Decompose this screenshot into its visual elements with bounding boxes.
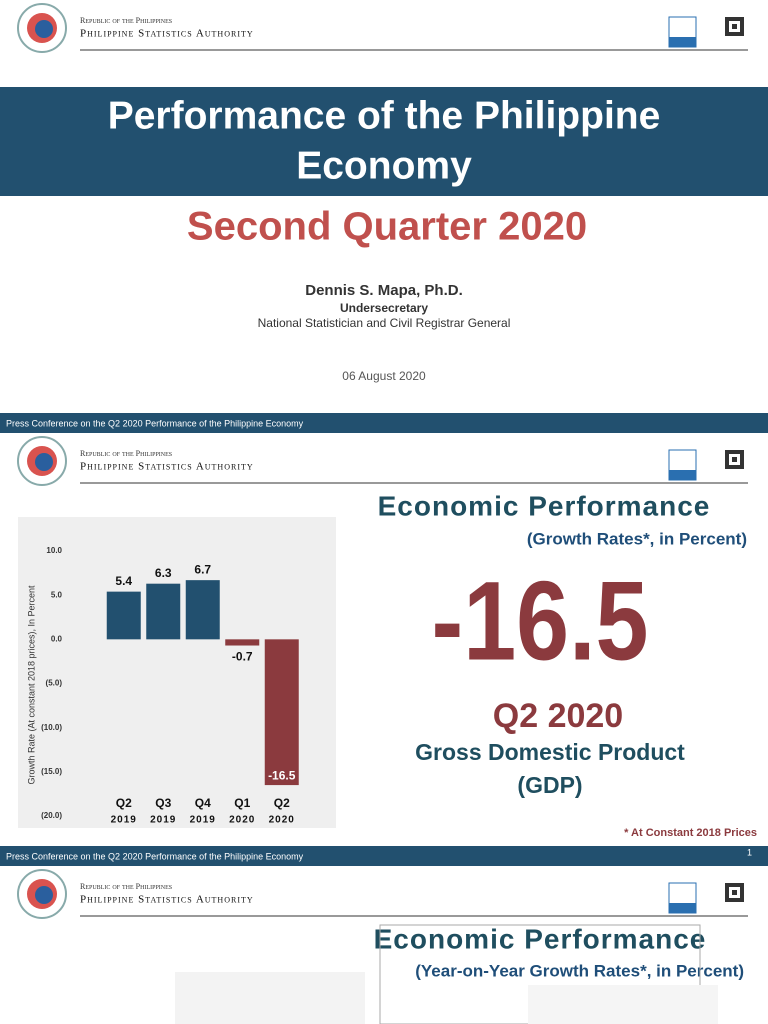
y-tick-label: 0.0 <box>51 634 63 643</box>
footer-bar <box>0 846 768 866</box>
data-label: -0.7 <box>232 650 253 664</box>
x-tick-label: 2019 <box>190 815 216 826</box>
bar <box>185 580 220 640</box>
x-tick-label: Q2 <box>116 796 132 810</box>
x-tick-label: Q2 <box>274 796 290 810</box>
period: Q2 2020 <box>493 697 623 735</box>
slide-title: Economy <box>296 144 472 187</box>
x-tick-label: 2020 <box>229 815 255 826</box>
note: * At Constant 2018 Prices <box>624 827 757 839</box>
header-agency: Philippine Statistics Authority <box>80 461 254 473</box>
image-frame <box>379 924 701 1024</box>
certification-badge <box>669 903 696 913</box>
footer-bar <box>0 413 768 433</box>
header-republic: Republic of the Philippines <box>80 449 172 458</box>
logo <box>35 453 53 471</box>
page-number: 1 <box>747 847 752 857</box>
header-republic: Republic of the Philippines <box>80 882 172 891</box>
logo <box>35 20 53 38</box>
indicator: (GDP) <box>517 772 582 798</box>
data-label: 6.7 <box>194 562 211 576</box>
x-tick-label: 2020 <box>269 815 295 826</box>
qr-code <box>732 890 737 895</box>
data-label: 5.4 <box>115 574 132 588</box>
y-tick-label: (20.0) <box>41 811 62 820</box>
x-tick-label: Q3 <box>155 796 171 810</box>
y-tick-label: (15.0) <box>41 767 62 776</box>
y-tick-label: 5.0 <box>51 590 63 599</box>
x-tick-label: 2019 <box>111 815 137 826</box>
qr-code <box>732 457 737 462</box>
y-tick-label: (5.0) <box>46 679 63 688</box>
headline-value: -16.5 <box>432 559 649 684</box>
y-tick-label: 10.0 <box>46 546 62 555</box>
slide-title: Economic Performance <box>374 923 707 954</box>
title-band <box>0 87 768 196</box>
bar <box>225 639 260 646</box>
role: National Statistician and Civil Registra… <box>258 316 511 330</box>
x-tick-label: Q4 <box>195 796 211 810</box>
y-tick-label: (10.0) <box>41 723 62 732</box>
slide-subtitle: (Growth Rates*, in Percent) <box>527 529 747 548</box>
y-axis-title: Growth Rate (At constant 2018 prices), I… <box>26 585 36 785</box>
header-agency: Philippine Statistics Authority <box>80 894 254 906</box>
date: 06 August 2020 <box>342 369 426 383</box>
header-agency: Philippine Statistics Authority <box>80 28 254 40</box>
image-placeholder <box>175 972 365 1024</box>
x-tick-label: 2019 <box>150 815 176 826</box>
slide-subtitle: (Year-on-Year Growth Rates*, in Percent) <box>415 961 744 980</box>
bar <box>264 639 299 786</box>
logo <box>35 886 53 904</box>
header-republic: Republic of the Philippines <box>80 16 172 25</box>
slide-title: Economic Performance <box>378 490 711 521</box>
certification-badge <box>669 37 696 47</box>
qr-code <box>732 24 737 29</box>
bar <box>146 583 181 640</box>
presenter: Dennis S. Mapa, Ph.D. <box>305 282 463 299</box>
image-placeholder <box>528 985 718 1024</box>
bar <box>106 591 141 640</box>
data-label: -16.5 <box>268 768 296 782</box>
slide-subtitle: Second Quarter 2020 <box>187 205 587 249</box>
footer-text: Press Conference on the Q2 2020 Performa… <box>6 418 304 428</box>
indicator: Gross Domestic Product <box>415 739 685 765</box>
footer-text: Press Conference on the Q2 2020 Performa… <box>6 851 304 861</box>
data-label: 6.3 <box>155 566 172 580</box>
position: Undersecretary <box>340 301 428 315</box>
slide-title: Performance of the Philippine <box>108 94 661 137</box>
x-tick-label: Q1 <box>234 796 250 810</box>
certification-badge <box>669 470 696 480</box>
